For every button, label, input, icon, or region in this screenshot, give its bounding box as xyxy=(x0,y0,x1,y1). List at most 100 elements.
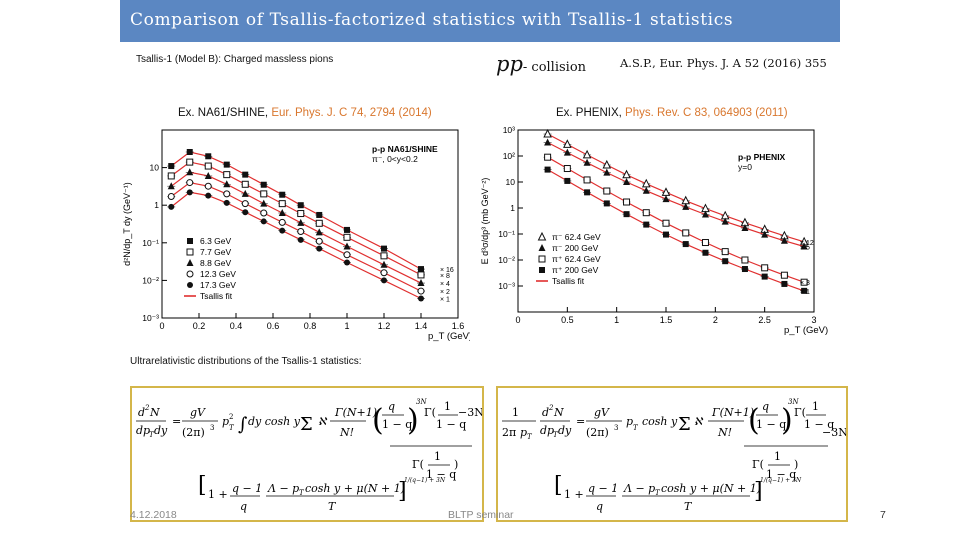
data-point xyxy=(204,182,212,190)
svg-text:(2π): (2π) xyxy=(182,426,205,439)
left-caption-journal: Eur. Phys. J. C 74, 2794 (2014) xyxy=(271,107,432,119)
data-point xyxy=(343,233,351,241)
data-point xyxy=(563,148,571,156)
svg-text:N: N xyxy=(553,406,564,419)
scale-label: × 3 xyxy=(800,280,810,287)
data-point xyxy=(741,256,749,264)
svg-text:cosh y + μ(N + 1): cosh y + μ(N + 1) xyxy=(661,482,761,495)
data-point xyxy=(741,266,748,273)
data-point xyxy=(603,200,610,207)
data-point xyxy=(801,287,808,294)
data-point xyxy=(297,218,305,226)
legend-label: π⁻ 62.4 GeV xyxy=(552,232,601,242)
data-point xyxy=(602,159,612,169)
data-point xyxy=(543,128,552,138)
data-point xyxy=(260,181,267,188)
svg-text:N!: N! xyxy=(339,426,354,439)
data-point xyxy=(223,161,230,168)
svg-text:1 − q: 1 − q xyxy=(382,418,412,431)
data-point xyxy=(381,245,387,252)
svg-text:∫: ∫ xyxy=(238,414,248,435)
slide-title: Comparison of Tsallis-factorized statist… xyxy=(130,10,734,30)
data-point xyxy=(260,199,268,207)
x-tick-label: 2 xyxy=(713,315,718,325)
data-point xyxy=(223,171,231,179)
footer-center: BLTP seminar xyxy=(448,509,514,521)
data-point xyxy=(167,193,175,201)
svg-text:Σ: Σ xyxy=(678,414,691,435)
data-point xyxy=(186,179,194,187)
legend-label: 8.8 GeV xyxy=(200,258,232,268)
left-plot-caption: Ex. NA61/SHINE, Eur. Phys. J. C 74, 2794… xyxy=(178,107,432,119)
data-point xyxy=(315,237,323,245)
legend-marker xyxy=(538,244,546,251)
data-point xyxy=(544,138,552,146)
data-point xyxy=(279,227,286,234)
data-point xyxy=(260,190,268,198)
y-tick-label: 1 xyxy=(510,203,515,213)
svg-text:]: ] xyxy=(754,479,763,504)
collision-text: - collision xyxy=(522,60,587,75)
svg-text:3N: 3N xyxy=(788,398,799,406)
data-point xyxy=(417,287,425,295)
legend-marker xyxy=(187,238,193,244)
data-point xyxy=(260,218,267,225)
legend-label: 7.7 GeV xyxy=(200,247,232,257)
data-point xyxy=(663,231,669,238)
legend-label: 12.3 GeV xyxy=(200,269,236,279)
svg-text:dy: dy xyxy=(558,424,572,437)
svg-text:=: = xyxy=(172,415,181,428)
x-tick-label: 0.2 xyxy=(193,321,206,331)
data-point xyxy=(544,153,552,161)
scale-label: × 2 xyxy=(440,289,450,296)
y-tick-label: 10 xyxy=(150,163,160,173)
svg-text:[: [ xyxy=(198,473,207,498)
data-point xyxy=(242,209,249,216)
svg-text:2: 2 xyxy=(144,404,150,412)
svg-text:d: d xyxy=(542,406,549,419)
data-point xyxy=(721,248,729,256)
left-caption-prefix: Ex. NA61/SHINE, xyxy=(178,107,272,119)
svg-text:1: 1 xyxy=(512,406,519,419)
data-point xyxy=(623,178,631,185)
data-point xyxy=(722,258,729,265)
x-tick-label: 2.5 xyxy=(758,315,771,325)
data-point xyxy=(297,202,304,209)
data-point xyxy=(662,219,670,227)
x-tick-label: 0.6 xyxy=(267,321,280,331)
data-point xyxy=(186,158,194,166)
data-point xyxy=(278,209,286,217)
data-point xyxy=(344,259,350,266)
svg-text:N!: N! xyxy=(717,426,732,439)
y-tick-label: 10⁻² xyxy=(142,275,159,285)
y-tick-label: 10⁻¹ xyxy=(142,238,159,248)
data-point xyxy=(223,180,231,188)
svg-text:q: q xyxy=(596,500,603,513)
data-point xyxy=(242,171,249,178)
collision-label: pp- collision xyxy=(496,52,586,76)
svg-text:(: ( xyxy=(372,403,384,438)
svg-text:T: T xyxy=(149,431,155,439)
panel-label: p-p NA61/SHINE xyxy=(372,144,438,154)
ultrarelativistic-label: Ultrarelativistic distributions of the T… xyxy=(130,356,362,367)
svg-text:T: T xyxy=(229,424,235,432)
data-point xyxy=(381,277,387,284)
legend-label: π⁻ 200 GeV xyxy=(552,243,599,253)
svg-text:Γ(: Γ( xyxy=(752,458,764,471)
svg-text:2: 2 xyxy=(229,413,233,421)
svg-text:1: 1 xyxy=(812,400,819,413)
reference-citation: A.S.P., Eur. Phys. J. A 52 (2016) 355 xyxy=(620,56,827,70)
svg-text:ℵ: ℵ xyxy=(318,415,328,428)
data-point xyxy=(278,200,286,208)
data-point xyxy=(279,191,286,198)
svg-text:T: T xyxy=(553,431,559,439)
data-point xyxy=(623,198,631,206)
svg-text:Σ: Σ xyxy=(300,414,313,435)
data-point xyxy=(761,264,769,272)
data-point xyxy=(380,260,388,268)
data-point xyxy=(380,269,388,277)
x-tick-label: 3 xyxy=(811,315,816,325)
page-number: 7 xyxy=(880,509,886,521)
